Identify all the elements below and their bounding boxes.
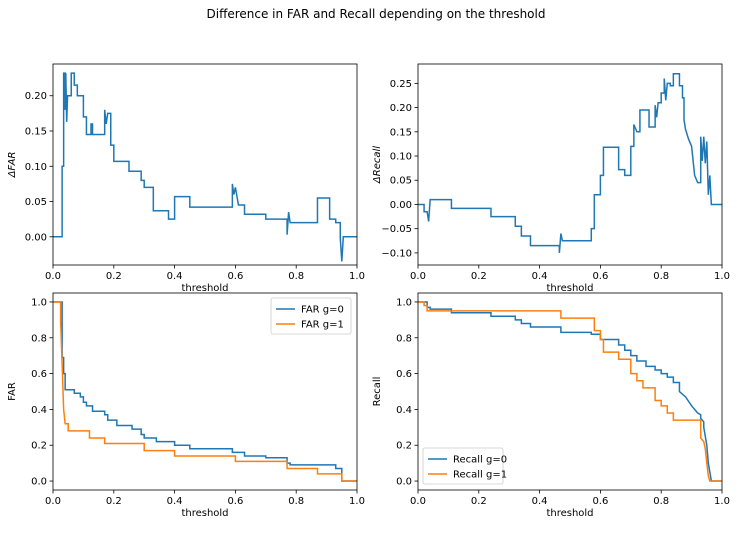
series-line-1 [53, 301, 357, 482]
x-tick-label: 0.2 [106, 271, 122, 282]
y-axis-label: ΔRecall [372, 146, 383, 184]
plot-frame [52, 63, 358, 266]
series-line-2 [53, 301, 357, 482]
y-tick-label: 0.6 [31, 369, 47, 380]
y-tick-label: 0.10 [390, 152, 412, 163]
y-tick-label: 0.15 [25, 127, 47, 138]
x-tick-label: 0.4 [167, 496, 183, 507]
x-tick-label: 1.0 [714, 496, 730, 507]
y-tick-label: 0.25 [390, 79, 412, 90]
legend: Recall g=0 Recall g=1 [422, 447, 507, 485]
plot-frame [417, 63, 723, 266]
chart-panel-top-left: 0.0 0.2 0.4 0.6 0.8 1.0 0.00 0.05 0.10 0.15 0.20 th… [7, 63, 365, 294]
x-tick-label: 0.6 [227, 271, 243, 282]
plot-frame [52, 292, 358, 491]
y-tick-label: 0.0 [396, 477, 412, 488]
y-tick-label: 0.05 [390, 176, 412, 187]
y-tick-label: 0.00 [25, 232, 47, 243]
y-tick-label: −0.05 [381, 224, 412, 235]
y-tick-label: 0.05 [25, 197, 47, 208]
legend-label: FAR g=0 [301, 305, 344, 316]
x-axis-label: threshold [181, 283, 228, 294]
y-tick-label: 0.15 [390, 127, 412, 138]
legend-label: FAR g=1 [301, 320, 344, 331]
x-tick-label: 0.2 [471, 496, 487, 507]
legend-frame [422, 447, 504, 485]
y-tick-label: 0.8 [31, 333, 47, 344]
chart-panel-bottom-left: 0.0 0.2 0.4 0.6 0.8 1.0 0.0 0.2 0.4 0.6 0.8 1.0 thre… [7, 292, 365, 519]
y-tick-label: 1.0 [396, 297, 412, 308]
x-tick-label: 0.6 [227, 496, 243, 507]
y-tick-label: 1.0 [31, 297, 47, 308]
y-tick-label: 0.10 [25, 162, 47, 173]
y-tick-label: 0.4 [396, 405, 412, 416]
x-tick-label: 0.4 [532, 271, 548, 282]
series-line-2 [418, 301, 722, 482]
legend-label: Recall g=0 [453, 455, 507, 466]
x-tick-label: 0.0 [410, 496, 426, 507]
x-tick-label: 0.6 [592, 271, 608, 282]
x-axis-label: threshold [181, 508, 228, 519]
chart-panel-bottom-right: 0.0 0.2 0.4 0.6 0.8 1.0 0.0 0.2 0.4 0.6 0.8 1.0 thre… [372, 292, 730, 519]
y-tick-label: 0.00 [390, 200, 412, 211]
x-tick-label: 0.2 [471, 271, 487, 282]
figure-title: Difference in FAR and Recall depending o… [207, 7, 546, 21]
y-tick-label: 0.6 [396, 369, 412, 380]
x-tick-label: 0.0 [45, 496, 61, 507]
x-tick-label: 0.4 [167, 271, 183, 282]
x-tick-label: 1.0 [714, 271, 730, 282]
y-tick-label: 0.2 [31, 441, 47, 452]
y-axis-label: FAR [7, 382, 18, 401]
x-tick-label: 0.0 [410, 271, 426, 282]
y-tick-label: 0.4 [31, 405, 47, 416]
y-tick-label: 0.0 [31, 477, 47, 488]
y-tick-label: 0.20 [25, 91, 47, 102]
legend-frame [270, 297, 352, 335]
y-tick-label: −0.10 [381, 248, 412, 259]
x-tick-label: 0.8 [288, 271, 304, 282]
x-tick-label: 0.8 [653, 271, 669, 282]
series-line-1 [418, 72, 722, 253]
series-line-1 [418, 301, 722, 482]
y-tick-label: 0.20 [390, 103, 412, 114]
x-tick-label: 0.0 [45, 271, 61, 282]
x-tick-label: 0.8 [653, 496, 669, 507]
y-tick-label: 0.2 [396, 441, 412, 452]
x-tick-label: 0.8 [288, 496, 304, 507]
x-tick-label: 1.0 [349, 496, 365, 507]
x-axis-label: threshold [546, 508, 593, 519]
series-line-1 [53, 72, 357, 262]
plot-frame [417, 292, 723, 491]
x-tick-label: 0.4 [532, 496, 548, 507]
chart-panel-top-right: 0.0 0.2 0.4 0.6 0.8 1.0 −0.10 −0.05 0.00 0.05 0.10… [372, 63, 730, 294]
y-axis-label: ΔFAR [7, 152, 18, 179]
y-axis-label: Recall [372, 377, 383, 407]
legend: FAR g=0 FAR g=1 [270, 297, 352, 335]
x-axis-label: threshold [546, 283, 593, 294]
x-tick-label: 1.0 [349, 271, 365, 282]
x-tick-label: 0.6 [592, 496, 608, 507]
x-tick-label: 0.2 [106, 496, 122, 507]
legend-label: Recall g=1 [453, 470, 507, 481]
y-tick-label: 0.8 [396, 333, 412, 344]
